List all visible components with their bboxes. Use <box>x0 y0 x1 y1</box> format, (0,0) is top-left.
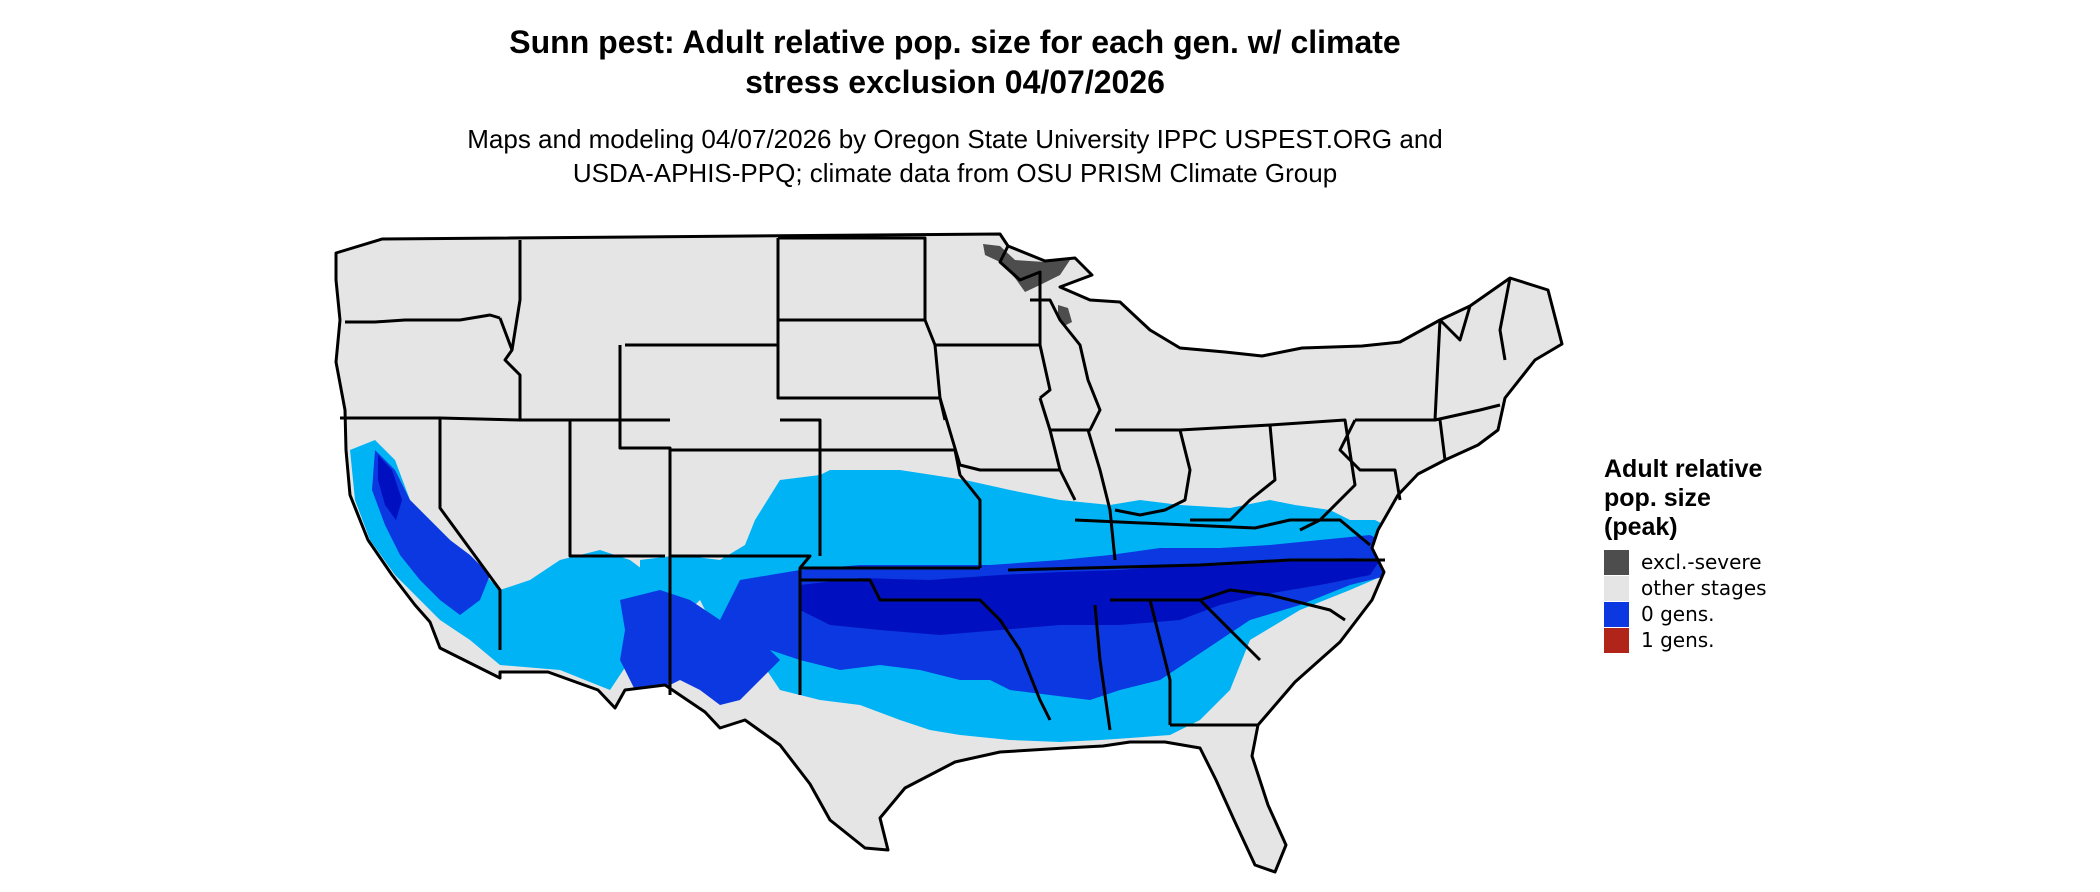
legend-title-line-2: pop. size <box>1604 484 1711 512</box>
legend-label-other-stages: other stages <box>1641 576 1767 600</box>
map-subtitle: Maps and modeling 04/07/2026 by Oregon S… <box>350 122 1560 190</box>
legend-item-one-gens: 1 gens. <box>1604 627 1864 653</box>
legend-item-zero-gens: 0 gens. <box>1604 601 1864 627</box>
map-subtitle-line-1: Maps and modeling 04/07/2026 by Oregon S… <box>467 124 1443 154</box>
legend-label-zero-gens: 0 gens. <box>1641 602 1715 626</box>
legend-label-one-gens: 1 gens. <box>1641 628 1715 652</box>
legend-item-other-stages: other stages <box>1604 575 1864 601</box>
us-map <box>334 232 1564 874</box>
zero-gens-california-dark-band <box>378 455 402 520</box>
legend-title-line-1: Adult relative <box>1604 455 1763 483</box>
map-title: Sunn pest: Adult relative pop. size for … <box>350 22 1560 102</box>
legend-swatch-zero-gens <box>1604 601 1629 627</box>
map-subtitle-line-2: USDA-APHIS-PPQ; climate data from OSU PR… <box>572 158 1338 188</box>
legend: Adult relative pop. size (peak) excl.-se… <box>1604 455 1864 653</box>
legend-item-excl-severe: excl.-severe <box>1604 549 1864 575</box>
excluded-severe-minnesota <box>983 244 1070 292</box>
map-title-line-2: stress exclusion 04/07/2026 <box>745 64 1165 100</box>
zero-gens-west-light-band <box>350 440 660 690</box>
legend-swatch-other-stages <box>1604 575 1629 601</box>
zero-gens-dark-band <box>800 558 1380 635</box>
legend-label-excl-severe: excl.-severe <box>1641 550 1762 574</box>
map-title-line-1: Sunn pest: Adult relative pop. size for … <box>509 24 1401 60</box>
legend-swatch-excl-severe <box>1604 549 1629 575</box>
legend-title-line-3: (peak) <box>1604 513 1678 541</box>
legend-title: Adult relative pop. size (peak) <box>1604 455 1864 542</box>
state-borders <box>334 232 1564 874</box>
zero-gens-southwest-mid-band <box>620 590 780 705</box>
zero-gens-west-mid-band <box>372 450 490 615</box>
legend-swatch-one-gens <box>1604 627 1629 653</box>
suitability-layer <box>350 440 1395 742</box>
